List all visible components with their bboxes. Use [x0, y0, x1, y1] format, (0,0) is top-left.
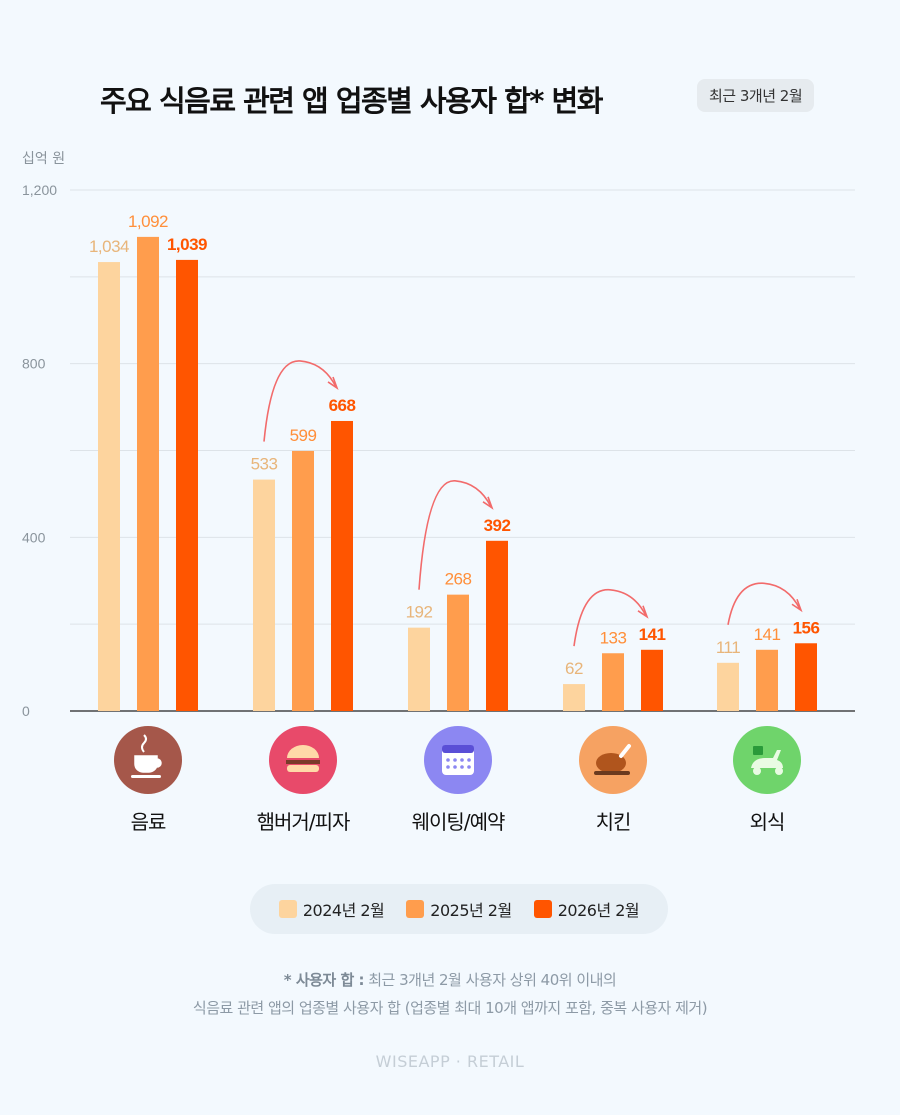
- wheel: [753, 767, 761, 775]
- category-label: 웨이팅/예약: [411, 810, 506, 834]
- bar: [563, 684, 585, 711]
- y-axis-unit: 십억 원: [22, 151, 66, 167]
- arrowhead-icon: [791, 598, 803, 613]
- arrowhead-icon: [482, 496, 494, 510]
- arrowhead-icon: [637, 605, 649, 619]
- data-label: 141: [639, 625, 666, 644]
- bar: [717, 662, 739, 711]
- legend: 2024년 2월 2025년 2월 2026년 2월: [250, 884, 668, 934]
- delivery-box: [753, 746, 763, 755]
- calendar-dot: [446, 758, 450, 762]
- page-title: 주요 식음료 관련 앱 업종별 사용자 합* 변화: [100, 84, 603, 118]
- cup-shape: [134, 755, 162, 773]
- bar: [137, 236, 159, 711]
- bar: [253, 479, 275, 711]
- y-tick-label: 0: [22, 703, 30, 719]
- growth-arrow: [263, 360, 337, 442]
- data-label: 268: [445, 570, 472, 589]
- bar: [602, 653, 624, 711]
- bun-top: [287, 745, 319, 758]
- bar: [756, 649, 778, 711]
- patty: [286, 760, 320, 764]
- bar: [98, 262, 120, 711]
- calendar-header: [442, 745, 474, 753]
- plate: [594, 771, 630, 775]
- bar: [447, 594, 469, 711]
- y-tick-label: 400: [22, 529, 46, 545]
- footnote-line1: 최근 3개년 2월 사용자 상위 40위 이내의: [363, 971, 617, 989]
- calendar-dot: [460, 758, 464, 762]
- bar: [486, 540, 508, 711]
- bar: [292, 450, 314, 711]
- wheel: [775, 767, 783, 775]
- scooter-body: [751, 750, 783, 768]
- calendar-dot: [453, 758, 457, 762]
- growth-arrow: [573, 588, 647, 647]
- category-label: 외식: [749, 810, 786, 834]
- data-label: 392: [484, 516, 511, 535]
- category-label: 햄버거/피자: [256, 810, 351, 834]
- data-label: 1,039: [167, 235, 207, 254]
- data-label: 133: [600, 628, 627, 647]
- arrowhead-icon: [327, 376, 339, 390]
- legend-label: 2025년 2월: [430, 901, 512, 920]
- bar: [408, 627, 430, 711]
- growth-arrow: [418, 480, 492, 590]
- bar: [641, 649, 663, 711]
- calendar-dot: [467, 758, 471, 762]
- footnote: * 사용자 합 : 최근 3개년 2월 사용자 상위 40위 이내의 식음료 관…: [0, 966, 900, 1022]
- bar: [331, 420, 353, 711]
- legend-label: 2024년 2월: [302, 901, 385, 920]
- category-label: 치킨: [595, 810, 632, 834]
- data-label: 1,034: [89, 237, 129, 256]
- data-label: 156: [793, 618, 820, 637]
- data-label: 141: [754, 625, 781, 644]
- data-label: 62: [565, 659, 583, 678]
- data-label: 533: [251, 455, 278, 474]
- brand-logo: WISEAPP · RETAIL: [375, 1052, 525, 1071]
- footnote-term: * 사용자 합 :: [283, 971, 365, 989]
- data-label: 192: [406, 603, 433, 622]
- period-badge: 최근 3개년 2월: [697, 79, 815, 112]
- bar-chart: 0 400 800 1,200 1,034 1,092 1,039 533 599 668 192 2…: [22, 182, 855, 794]
- data-label: 111: [716, 638, 740, 657]
- chicken-body: [596, 753, 626, 773]
- calendar-dot: [467, 765, 471, 769]
- legend-item-2025: 2025년 2월: [406, 897, 512, 921]
- bun-bottom: [287, 765, 319, 772]
- saucer-shape: [131, 775, 161, 778]
- legend-swatch: [278, 900, 297, 918]
- legend-item-2026: 2026년 2월: [533, 897, 640, 921]
- legend-swatch: [406, 900, 425, 918]
- calendar-dot: [453, 765, 457, 769]
- data-label: 668: [329, 396, 356, 415]
- legend-item-2024: 2024년 2월: [278, 897, 385, 921]
- legend-swatch: [533, 900, 552, 918]
- y-tick-label: 800: [22, 356, 46, 372]
- steam-shape: [141, 734, 147, 753]
- bar: [176, 259, 198, 711]
- calendar-dot: [460, 765, 464, 769]
- footnote-line2: 식음료 관련 앱의 업종별 사용자 합 (업종별 최대 10개 앱까지 포함, …: [192, 999, 708, 1017]
- legend-label: 2026년 2월: [557, 901, 640, 920]
- y-tick-label: 1,200: [22, 182, 57, 198]
- category-label: 음료: [130, 810, 167, 834]
- bar: [795, 643, 817, 711]
- calendar-dot: [446, 765, 450, 769]
- growth-arrow: [727, 582, 801, 625]
- data-label: 1,092: [128, 212, 168, 231]
- data-label: 599: [290, 426, 317, 445]
- drumstick-bone: [619, 744, 631, 758]
